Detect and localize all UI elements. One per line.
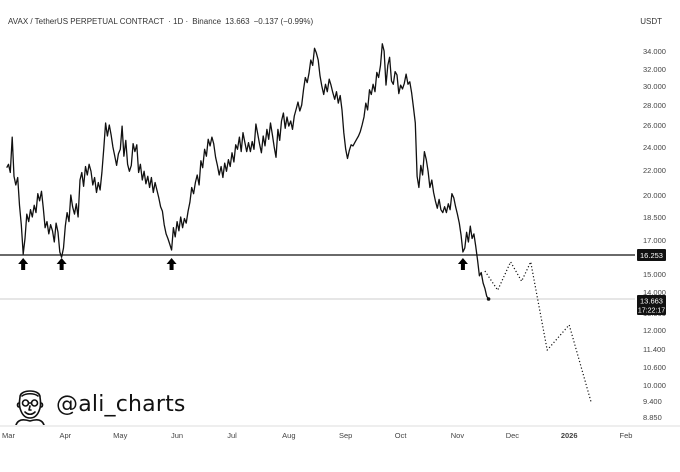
- y-tick-label: 8.850: [643, 413, 662, 422]
- x-tick-label: Aug: [282, 431, 295, 440]
- change-label: −0.137 (−0.99%): [253, 17, 314, 26]
- y-tick-label: 18.500: [643, 213, 666, 222]
- projection-line: [484, 261, 592, 403]
- price-line: [6, 43, 490, 300]
- last-price-tag: [637, 295, 666, 315]
- y-tick-label: 11.400: [643, 345, 665, 354]
- interval-label: · 1D ·: [168, 17, 189, 26]
- y-tick-label: 10.000: [643, 381, 666, 390]
- x-tick-label: Jun: [171, 431, 183, 440]
- y-tick-label: 26.000: [643, 121, 666, 130]
- x-tick-label: Mar: [2, 431, 15, 440]
- y-tick-label: 14.000: [643, 288, 666, 297]
- x-tick-label: Feb: [620, 431, 633, 440]
- x-tick-label: Sep: [339, 431, 352, 440]
- x-tick-label: Apr: [59, 431, 71, 440]
- markers-group: [18, 258, 468, 270]
- chart-header: AVAX / TetherUS PERPETUAL CONTRACT · 1D ·…: [8, 17, 317, 26]
- up-arrow-marker: [457, 258, 468, 270]
- y-tick-label: 34.000: [643, 47, 666, 56]
- x-tick-label: 2026: [561, 431, 578, 440]
- countdown-tag-text: 17:22:17: [638, 308, 665, 315]
- y-tick-label: 15.000: [643, 270, 666, 279]
- up-arrow-marker: [166, 258, 177, 270]
- y-tick-label: 22.000: [643, 166, 666, 175]
- y-axis: 34.000 32.000 30.000 28.000 26.000 24.000 22.0…: [643, 47, 666, 422]
- y-tick-label: 28.000: [643, 101, 666, 110]
- author-handle: @ali_charts: [56, 391, 186, 417]
- author-avatar-icon: [15, 390, 45, 425]
- y-tick-label: 12.000: [643, 326, 666, 335]
- exchange-label: Binance: [192, 17, 222, 26]
- x-tick-label: Jul: [227, 431, 237, 440]
- x-tick-label: Nov: [451, 431, 465, 440]
- support-price-tag-text: 16.253: [640, 251, 663, 260]
- currency-label: USDT: [640, 17, 662, 26]
- x-tick-label: May: [113, 431, 127, 440]
- x-axis: Mar Apr May Jun Jul Aug Sep Oct Nov Dec 2026 Feb: [2, 431, 632, 440]
- y-tick-label: 17.000: [643, 236, 666, 245]
- y-tick-label: 30.000: [643, 82, 666, 91]
- y-tick-label: 32.000: [643, 65, 666, 74]
- last-price-dot: [486, 297, 491, 301]
- up-arrow-marker: [18, 258, 29, 270]
- watermark: @ali_charts: [10, 382, 186, 426]
- x-tick-label: Oct: [395, 431, 408, 440]
- last-price-tag-text: 13.663: [640, 297, 663, 306]
- price-label: 13.663: [225, 17, 250, 26]
- x-tick-label: Dec: [506, 431, 520, 440]
- support-line-group: [0, 254, 635, 300]
- y-tick-label: 20.000: [643, 191, 666, 200]
- up-arrow-marker: [56, 258, 67, 270]
- y-tick-label: 9.400: [643, 397, 662, 406]
- series-group: [6, 43, 592, 403]
- symbol-label: AVAX / TetherUS PERPETUAL CONTRACT: [8, 17, 165, 26]
- price-tags: 16.253 13.663 17:22:17: [637, 249, 666, 315]
- support-price-tag: [637, 249, 666, 261]
- y-tick-label: 24.000: [643, 143, 666, 152]
- y-tick-label: 10.600: [643, 363, 666, 372]
